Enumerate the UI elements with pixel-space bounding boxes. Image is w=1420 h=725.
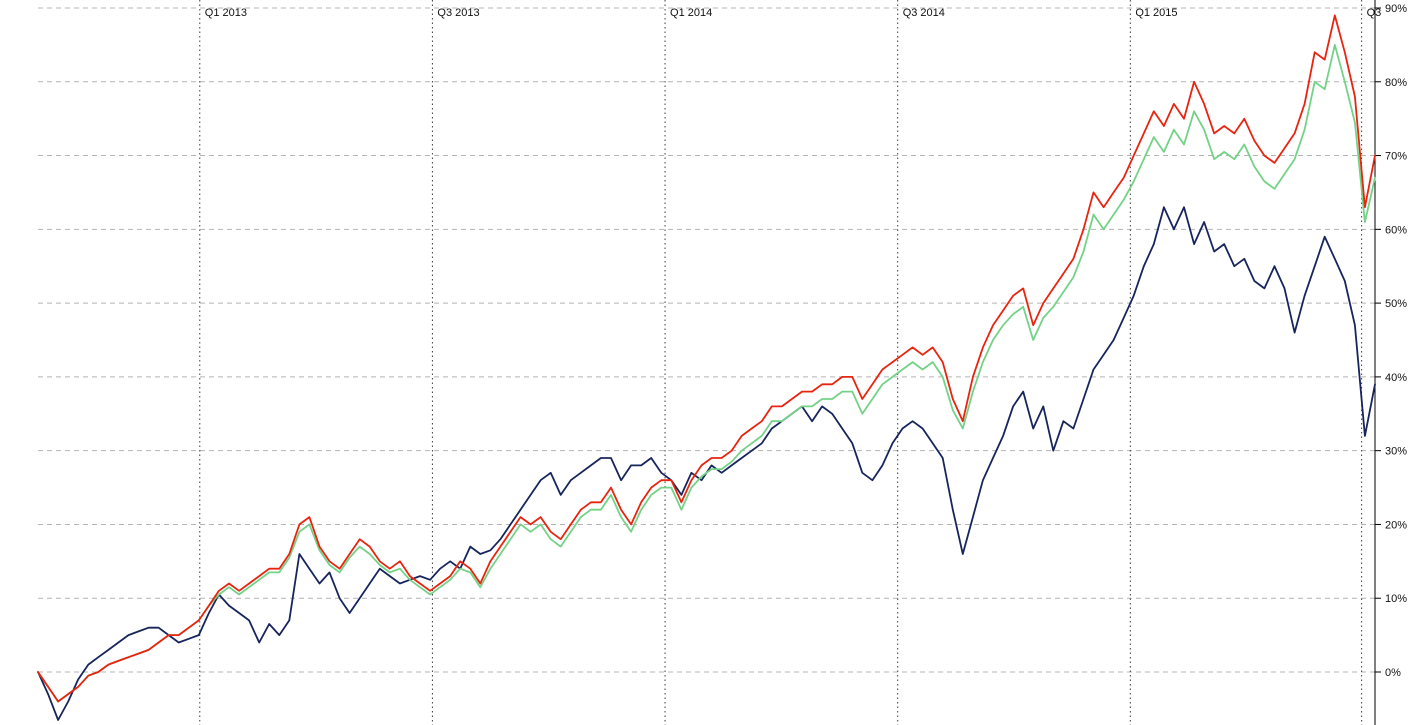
y-tick-label: 90% [1385,3,1407,15]
red-series-line [37,14,1376,703]
x-tick-label: Q1 2014 [670,7,712,19]
y-tick-label: 10% [1385,593,1407,605]
y-tick-label: 40% [1385,372,1407,384]
y-tick-label: 0% [1385,667,1401,679]
y-tick-label: 60% [1385,224,1407,236]
y-tick-label: 70% [1385,151,1407,163]
y-tick-label: 80% [1385,77,1407,89]
x-tick-label: Q3 2014 [903,7,945,19]
x-tick-label: Q1 2013 [205,7,247,19]
dark-blue-series-line [37,206,1376,721]
x-tick-label: Q3 2013 [437,7,479,19]
x-tick-label: Q3 [1367,7,1382,19]
green-series-line [37,44,1376,703]
x-tick-label: Q1 2015 [1135,7,1177,19]
y-tick-label: 30% [1385,446,1407,458]
y-tick-label: 20% [1385,519,1407,531]
y-tick-label: 50% [1385,298,1407,310]
